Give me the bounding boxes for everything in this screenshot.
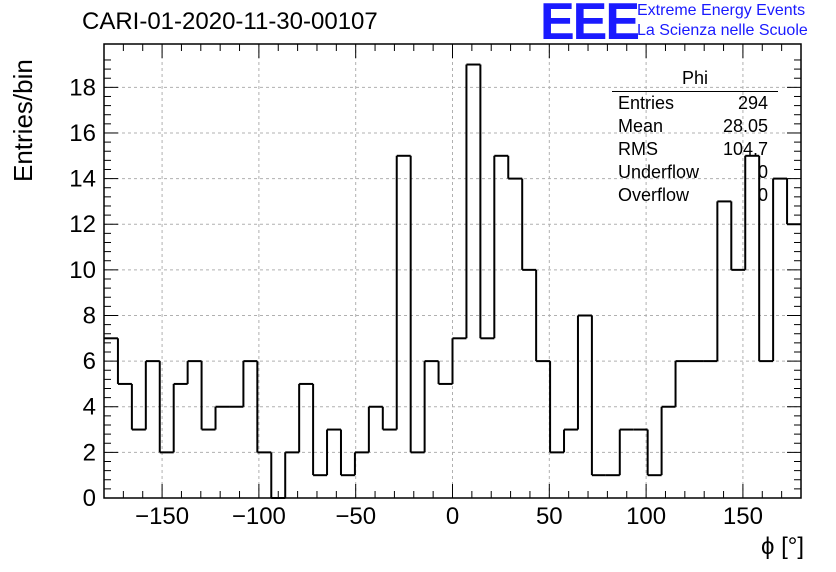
stats-row-underflow: Underflow 0 bbox=[610, 161, 778, 184]
histogram-series bbox=[104, 63, 801, 499]
x-tick-label: −150 bbox=[135, 503, 189, 530]
stats-title: Phi bbox=[612, 68, 778, 92]
y-tick-label: 10 bbox=[69, 257, 96, 284]
x-tick-label: 50 bbox=[536, 503, 563, 530]
x-axis-label: ϕ [°] bbox=[760, 533, 804, 560]
stats-label: Overflow bbox=[618, 185, 690, 205]
stats-label: Underflow bbox=[618, 162, 700, 182]
stats-label: Mean bbox=[618, 116, 664, 136]
stats-row-mean: Mean 28.05 bbox=[610, 115, 778, 138]
x-tick-label: 0 bbox=[446, 503, 459, 530]
axis-tick-labels: −150 −100 −50 0 50 100 150 0 2 4 6 8 10 12 14 16 18 bbox=[69, 74, 763, 530]
y-tick-label: 4 bbox=[83, 394, 96, 421]
stats-box: Phi Entries 294 Mean 28.05 RMS 104.7 Und… bbox=[610, 68, 778, 207]
y-tick-label: 16 bbox=[69, 120, 96, 147]
stats-value: 294 bbox=[737, 93, 768, 113]
stats-label: RMS bbox=[618, 139, 658, 159]
eee-logo-icon: EEE bbox=[540, 0, 640, 51]
y-tick-label: 2 bbox=[83, 439, 96, 466]
y-tick-label: 8 bbox=[83, 302, 96, 329]
y-axis-label: Entries/bin bbox=[8, 59, 38, 182]
y-tick-label: 18 bbox=[69, 74, 96, 101]
stats-row-overflow: Overflow 0 bbox=[610, 184, 778, 207]
y-tick-label: 6 bbox=[83, 348, 96, 375]
y-tick-label: 0 bbox=[83, 485, 96, 512]
logo-text-line1: Extreme Energy Events bbox=[637, 2, 806, 19]
stats-value: 0 bbox=[757, 185, 768, 205]
logo-text-line2: La Scienza nelle Scuole bbox=[637, 22, 808, 39]
stats-label: Entries bbox=[618, 93, 675, 113]
x-tick-label: −100 bbox=[232, 503, 286, 530]
axis-ticks bbox=[103, 44, 802, 499]
chart-title: CARI-01-2020-11-30-00107 bbox=[82, 8, 378, 35]
stats-row-rms: RMS 104.7 bbox=[610, 138, 778, 161]
stats-value: 28.05 bbox=[722, 116, 768, 136]
x-tick-label: −50 bbox=[335, 503, 376, 530]
y-tick-label: 14 bbox=[69, 166, 96, 193]
y-tick-label: 12 bbox=[69, 211, 96, 238]
stats-value: 104.7 bbox=[722, 139, 768, 159]
stats-row-entries: Entries 294 bbox=[610, 92, 778, 115]
x-tick-label: 100 bbox=[626, 503, 666, 530]
stats-value: 0 bbox=[757, 162, 768, 182]
x-tick-label: 150 bbox=[723, 503, 763, 530]
